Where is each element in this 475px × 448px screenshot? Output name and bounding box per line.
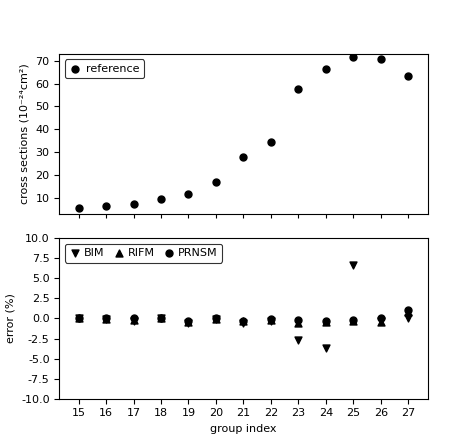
reference — [294, 86, 302, 93]
Y-axis label: cross sections (10⁻²⁴cm²): cross sections (10⁻²⁴cm²) — [20, 64, 30, 204]
RIFM — [239, 317, 247, 324]
RIFM — [102, 315, 110, 323]
reference — [185, 190, 192, 198]
RIFM — [130, 317, 137, 324]
PRNSM — [322, 317, 330, 324]
reference — [157, 195, 165, 202]
RIFM — [322, 318, 330, 325]
Legend: reference: reference — [65, 59, 144, 78]
reference — [267, 138, 275, 146]
PRNSM — [294, 317, 302, 324]
PRNSM — [212, 314, 220, 322]
PRNSM — [350, 317, 357, 324]
BIM — [294, 336, 302, 344]
RIFM — [267, 316, 275, 323]
PRNSM — [377, 314, 385, 322]
PRNSM — [405, 307, 412, 314]
PRNSM — [185, 317, 192, 324]
PRNSM — [75, 314, 82, 321]
reference — [405, 72, 412, 79]
BIM — [322, 345, 330, 352]
reference — [377, 56, 385, 63]
reference — [322, 65, 330, 72]
BIM — [267, 317, 275, 324]
reference — [350, 54, 357, 61]
PRNSM — [267, 316, 275, 323]
BIM — [102, 316, 110, 323]
reference — [130, 200, 137, 207]
Legend: BIM, RIFM, PRNSM: BIM, RIFM, PRNSM — [65, 244, 222, 263]
RIFM — [294, 319, 302, 326]
X-axis label: group index: group index — [210, 424, 276, 434]
PRNSM — [239, 317, 247, 324]
BIM — [157, 315, 165, 322]
RIFM — [157, 314, 165, 322]
BIM — [130, 317, 137, 324]
reference — [239, 153, 247, 160]
PRNSM — [102, 314, 110, 322]
Y-axis label: error (%): error (%) — [6, 293, 16, 344]
BIM — [350, 261, 357, 268]
RIFM — [377, 318, 385, 325]
PRNSM — [157, 314, 165, 321]
reference — [102, 202, 110, 210]
BIM — [185, 319, 192, 326]
BIM — [405, 315, 412, 322]
reference — [75, 205, 82, 212]
BIM — [75, 315, 82, 322]
RIFM — [75, 314, 82, 322]
BIM — [377, 317, 385, 324]
PRNSM — [130, 314, 137, 321]
RIFM — [185, 318, 192, 325]
reference — [212, 179, 220, 186]
RIFM — [212, 315, 220, 323]
RIFM — [405, 309, 412, 316]
RIFM — [350, 317, 357, 324]
BIM — [239, 319, 247, 326]
BIM — [212, 316, 220, 323]
